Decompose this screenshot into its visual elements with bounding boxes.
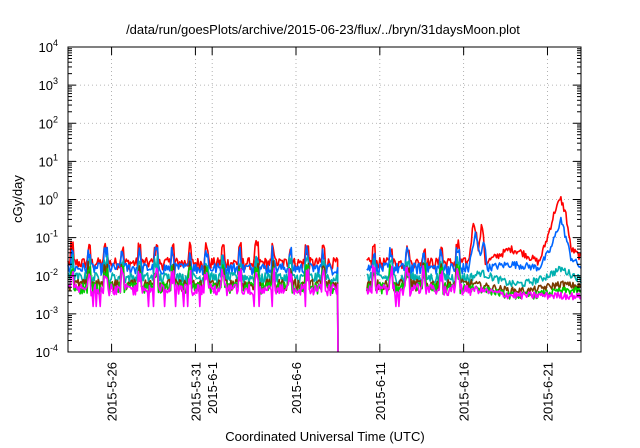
x-tick-label: 2015-6-6 xyxy=(289,362,304,414)
series-group xyxy=(67,196,582,353)
y-tick-label: 10-1 xyxy=(36,229,58,246)
grid xyxy=(68,46,581,353)
x-tick-label: 2015-6-16 xyxy=(457,362,472,421)
x-tick-label: 2015-6-1 xyxy=(205,362,220,414)
x-tick-label: 2015-5-26 xyxy=(105,362,120,421)
y-tick-label: 103 xyxy=(39,76,58,93)
x-tick-label: 2015-6-11 xyxy=(373,362,388,420)
y-axis-label: cGy/day xyxy=(10,175,25,223)
x-axis-label: Coordinated Universal Time (UTC) xyxy=(225,429,424,444)
y-tick-label: 101 xyxy=(39,152,58,169)
y-tick-label: 10-2 xyxy=(36,267,58,284)
series-line xyxy=(365,262,582,296)
series-line xyxy=(365,264,582,308)
series-line xyxy=(366,256,582,288)
series-line xyxy=(366,216,582,276)
x-tick-label: 2015-5-31 xyxy=(188,362,203,421)
x-tick-labels: 2015-5-26 2015-5-31 2015-6-1 2015-6-6 2015-6… xyxy=(105,362,556,421)
chart-title: /data/run/goesPlots/archive/2015-06-23/f… xyxy=(126,22,520,37)
series-line xyxy=(67,266,339,353)
y-tick-labels: 10-4 10-3 10-2 10-1 100 101 102 103 104 xyxy=(36,38,58,360)
y-tick-label: 10-3 xyxy=(36,305,58,322)
y-tick-label: 102 xyxy=(39,114,58,131)
y-tick-label: 10-4 xyxy=(36,343,58,360)
series-line xyxy=(366,196,582,271)
ticks xyxy=(68,46,581,353)
x-tick-label: 2015-6-21 xyxy=(540,362,555,421)
series-line xyxy=(67,245,339,353)
y-tick-label: 100 xyxy=(39,191,58,208)
y-tick-label: 104 xyxy=(39,38,58,55)
